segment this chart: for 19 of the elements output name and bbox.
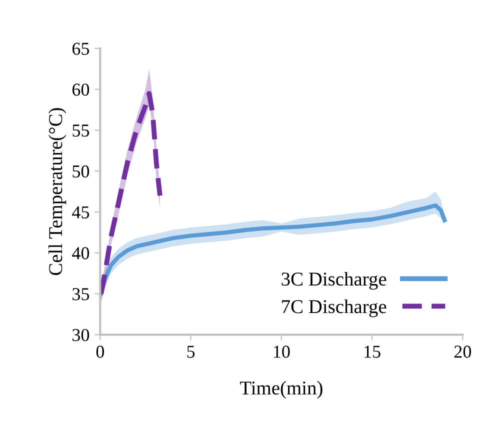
y-tick-label: 45 [72,206,90,218]
y-tick-label: 50 [72,165,90,178]
x-tick-label: 15 [364,346,380,358]
x-tick-label: 10 [274,346,290,358]
y-tick-label: 55 [72,124,90,137]
x-tick-label: 0 [96,346,104,358]
legend-label: 7C Discharge [282,300,386,318]
legend-label: 3C Discharge [282,272,386,290]
x-tick-label: 5 [187,346,195,358]
y-axis-title: Cell Temperature(°C) [48,108,66,276]
y-tick-label: 40 [72,247,90,260]
y-tick-label: 30 [72,328,90,342]
y-tick-label: 65 [72,42,90,55]
x-tick-label: 20 [454,346,472,358]
line-series [100,90,162,296]
y-tick-label: 35 [72,288,90,300]
line-series [100,203,447,296]
y-tick-label: 60 [72,84,90,96]
x-axis-title: Time(min) [240,380,322,399]
